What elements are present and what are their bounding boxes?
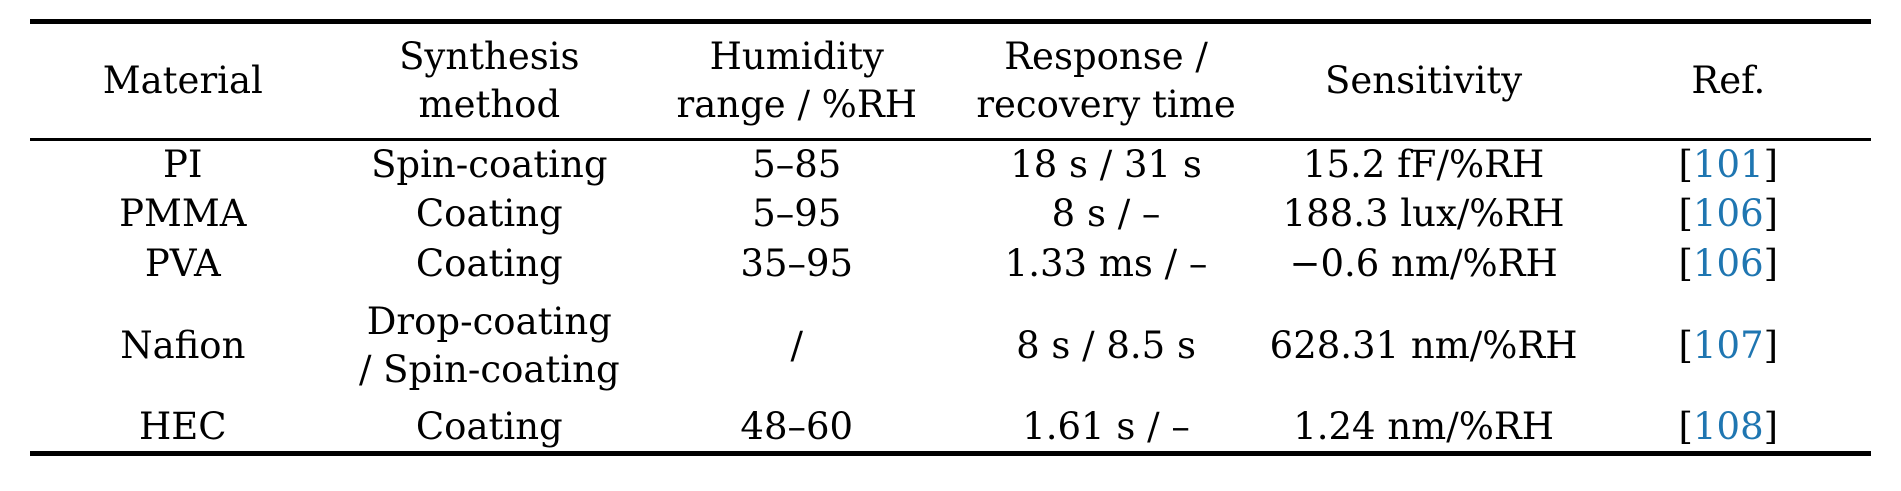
cell-sensitivity: 188.3 lux/%RH [1282, 192, 1565, 236]
cell-synthesis-method: Coating [415, 242, 563, 286]
cell-response-recovery: 8 s / 8.5 s [1016, 323, 1196, 367]
ref-bracket-close: ] [1763, 323, 1779, 367]
column-header-material: Material [102, 58, 263, 102]
ref-bracket-close: ] [1763, 242, 1779, 286]
cell-response-recovery: 1.61 s / – [1022, 404, 1190, 448]
citation-link[interactable]: 106 [1692, 192, 1764, 236]
column-header-sensitivity: Sensitivity [1325, 58, 1523, 102]
cell-sensitivity: −0.6 nm/%RH [1289, 242, 1558, 286]
citation-link[interactable]: 108 [1692, 404, 1764, 448]
cell-ref: [108] [1586, 403, 1871, 454]
column-header-synthesis-method: Synthesis method [399, 34, 580, 126]
cell-synthesis-method: Spin-coating [371, 143, 608, 187]
cell-response-recovery: 8 s / – [1051, 192, 1161, 236]
cell-response-recovery: 18 s / 31 s [1010, 143, 1202, 187]
citation-link[interactable]: 101 [1692, 143, 1764, 187]
cell-material: PVA [144, 242, 221, 286]
cell-synthesis-method: Coating [415, 192, 563, 236]
cell-humidity-range: 48–60 [740, 404, 854, 448]
ref-bracket-open: [ [1678, 192, 1693, 236]
cell-material: PI [163, 143, 203, 187]
cell-material: Nafion [120, 323, 246, 367]
cell-material: HEC [139, 404, 227, 448]
table-row-nafion: Nafion Drop-coating / Spin-coating / 8 s… [30, 290, 1871, 403]
cell-material: PMMA [119, 192, 247, 236]
cell-humidity-range: / [790, 323, 803, 367]
table-row-hec: HEC Coating 48–60 1.61 s / – 1.24 nm/%RH… [30, 403, 1871, 454]
cell-response-recovery: 1.33 ms / – [1004, 242, 1208, 286]
column-header-response-recovery-time: Response / recovery time [976, 34, 1236, 126]
table-container: Material Synthesis method Humidity range… [30, 19, 1871, 456]
cell-sensitivity: 1.24 nm/%RH [1293, 404, 1554, 448]
column-header-humidity-range: Humidity range / %RH [676, 34, 917, 126]
cell-ref: [107] [1586, 290, 1871, 403]
cell-synthesis-method: Drop-coating / Spin-coating [358, 299, 620, 391]
cell-ref: [101] [1586, 140, 1871, 190]
table-row-pmma: PMMA Coating 5–95 8 s / – 188.3 lux/%RH … [30, 190, 1871, 240]
humidity-sensor-materials-table: Material Synthesis method Humidity range… [30, 19, 1871, 456]
cell-sensitivity: 15.2 fF/%RH [1302, 143, 1545, 187]
column-header-ref: Ref. [1691, 58, 1766, 102]
citation-link[interactable]: 107 [1692, 323, 1764, 367]
cell-ref: [106] [1586, 240, 1871, 290]
citation-link[interactable]: 106 [1692, 242, 1764, 286]
ref-bracket-open: [ [1678, 242, 1693, 286]
cell-ref: [106] [1586, 190, 1871, 240]
cell-humidity-range: 5–95 [752, 192, 842, 236]
ref-bracket-open: [ [1678, 404, 1693, 448]
cell-synthesis-method: Coating [415, 404, 563, 448]
cell-humidity-range: 5–85 [752, 143, 842, 187]
cell-humidity-range: 35–95 [740, 242, 854, 286]
ref-bracket-open: [ [1678, 143, 1693, 187]
ref-bracket-close: ] [1763, 143, 1779, 187]
table-row-pva: PVA Coating 35–95 1.33 ms / – −0.6 nm/%R… [30, 240, 1871, 290]
table-row-pi: PI Spin-coating 5–85 18 s / 31 s 15.2 fF… [30, 140, 1871, 190]
cell-sensitivity: 628.31 nm/%RH [1269, 323, 1578, 367]
ref-bracket-close: ] [1763, 192, 1779, 236]
header-row: Material Synthesis method Humidity range… [30, 22, 1871, 140]
ref-bracket-close: ] [1763, 404, 1779, 448]
ref-bracket-open: [ [1678, 323, 1693, 367]
